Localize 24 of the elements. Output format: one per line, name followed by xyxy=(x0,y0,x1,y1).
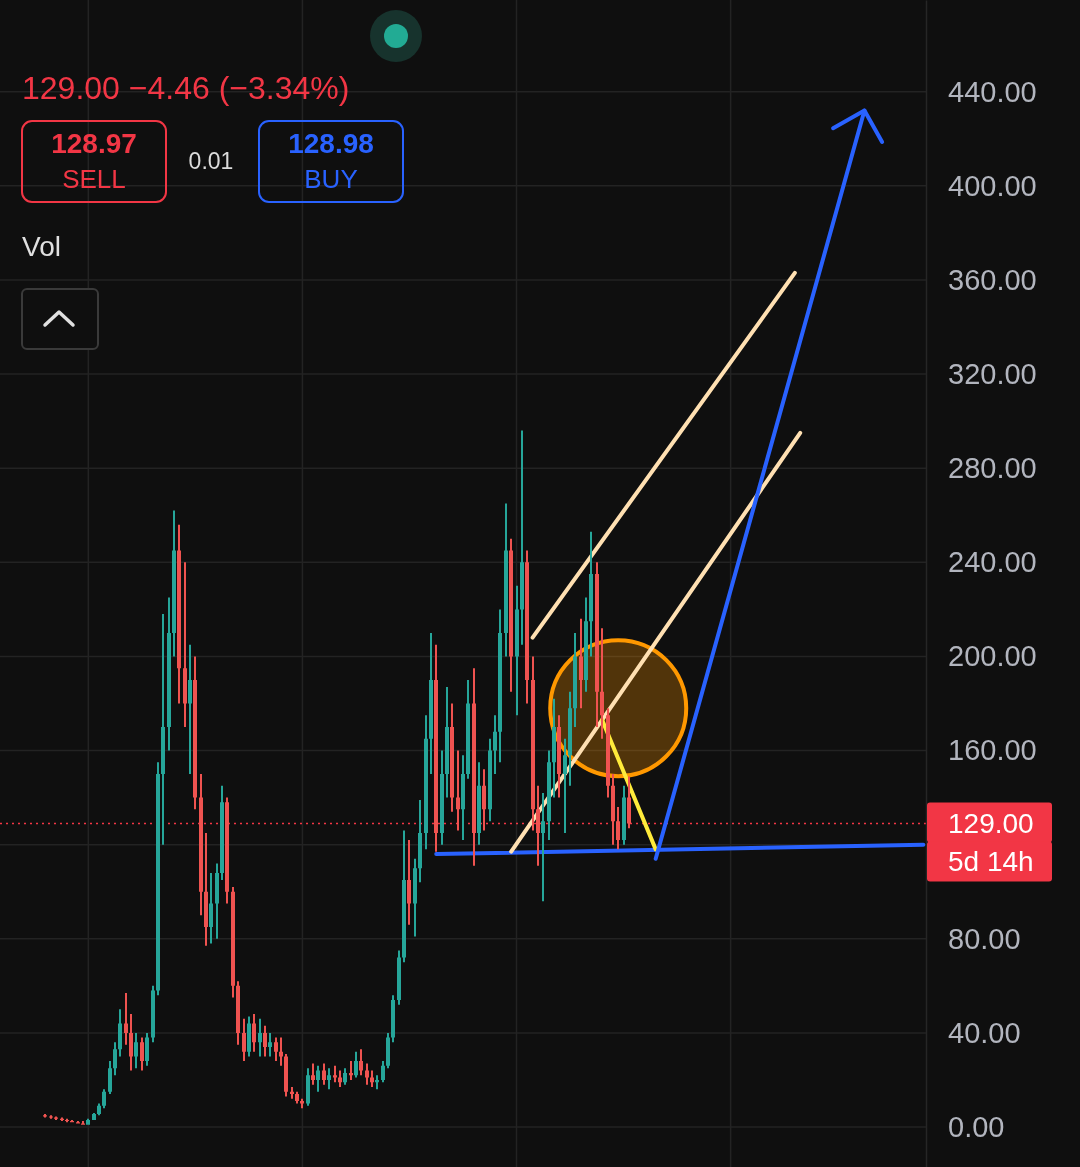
ref-line-label: 129.00 xyxy=(948,808,1034,840)
y-tick-label: 280.00 xyxy=(948,451,1037,484)
candlestick xyxy=(49,1115,53,1119)
annotation: SELL xyxy=(62,164,126,194)
text: 5d 14h xyxy=(948,846,1034,878)
candlestick xyxy=(541,792,545,902)
annotation: 0.01 xyxy=(188,148,234,174)
annotation: Vol xyxy=(22,231,61,262)
text: 129.00 −4.46 (−3.34%) xyxy=(22,70,350,106)
annotation: BUY xyxy=(304,164,358,194)
annotation: 128.97 xyxy=(51,128,137,159)
y-tick-label: 360.00 xyxy=(948,263,1037,296)
y-tick-label: 0.00 xyxy=(948,1110,1005,1143)
candlestick xyxy=(333,1065,337,1083)
candlestick xyxy=(81,1121,85,1125)
y-tick-label: 320.00 xyxy=(948,357,1037,390)
annotation: 128.98 xyxy=(288,128,374,159)
y-tick-label: 80.00 xyxy=(948,922,1021,955)
y-tick-label: 440.00 xyxy=(948,75,1037,108)
y-tick-label: 240.00 xyxy=(948,546,1037,579)
y-tick-label: 400.00 xyxy=(948,169,1037,202)
y-tick-label: 160.00 xyxy=(948,734,1037,767)
y-tick-label: 200.00 xyxy=(948,640,1037,673)
y-tick-label: 40.00 xyxy=(948,1016,1021,1049)
